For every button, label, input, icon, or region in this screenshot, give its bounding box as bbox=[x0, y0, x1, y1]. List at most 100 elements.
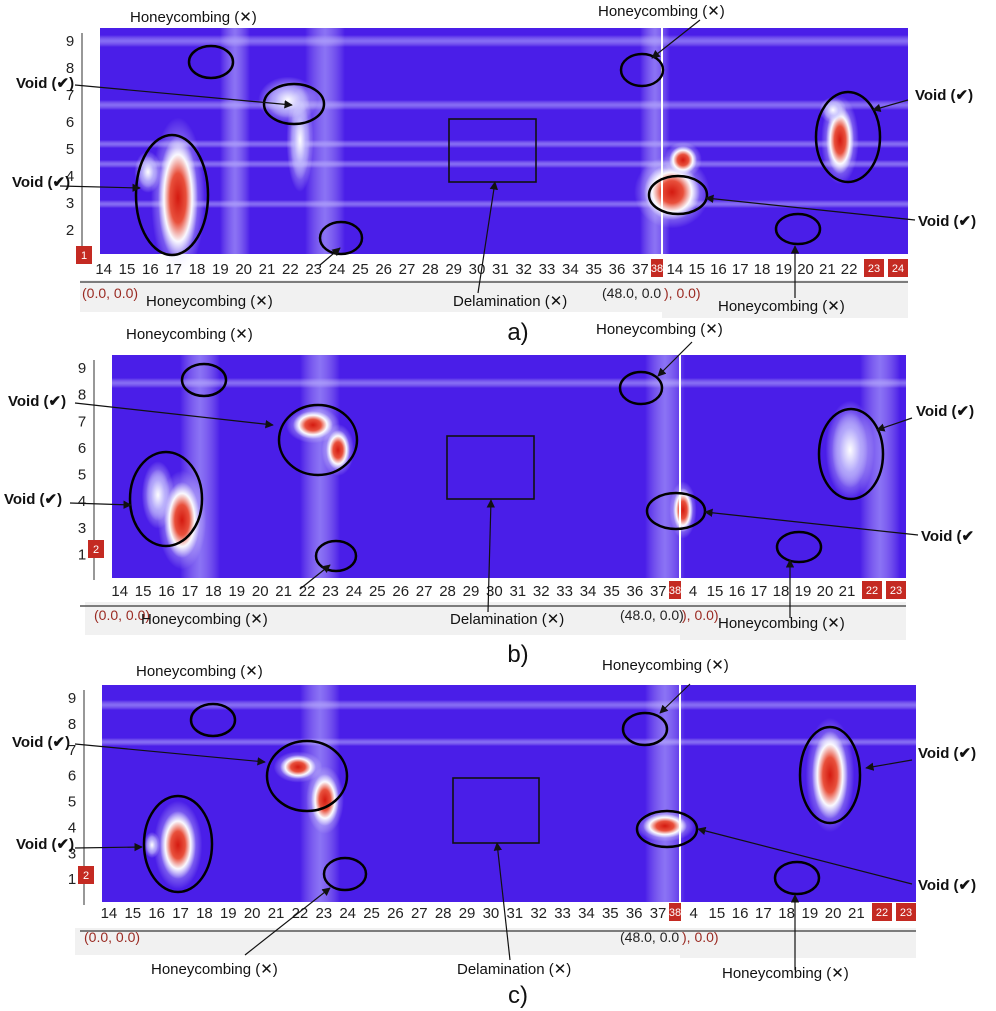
annotation-arrow bbox=[69, 500, 132, 509]
x-tick-label: 14 bbox=[667, 261, 684, 278]
axis-strip bbox=[80, 280, 662, 312]
annotation-ellipse bbox=[814, 90, 882, 184]
panel-label: c) bbox=[508, 982, 528, 1009]
end-badge bbox=[651, 259, 663, 277]
reflection-band bbox=[112, 378, 906, 388]
annotation-ellipse bbox=[128, 450, 204, 548]
annotation-label-void-left-bottom: Void (✔) bbox=[12, 174, 70, 191]
x-tick-label: 25 bbox=[352, 261, 369, 278]
x-tick-label: 21 bbox=[848, 905, 865, 922]
y-tick-label: 7 bbox=[78, 413, 86, 430]
x-tick-label: 14 bbox=[101, 905, 118, 922]
end-badge bbox=[669, 903, 681, 921]
end-badge bbox=[669, 581, 681, 599]
annotation-ellipse bbox=[187, 44, 235, 80]
end-badge bbox=[888, 259, 908, 277]
annotation-ellipse bbox=[635, 809, 699, 849]
annotation-label-void-left-top: Void (✔) bbox=[16, 75, 74, 92]
end-badge bbox=[886, 581, 906, 599]
annotation-label-void-left-top: Void (✔) bbox=[8, 393, 66, 410]
x-tick-label: 16 bbox=[710, 261, 727, 278]
section-badge bbox=[78, 866, 94, 884]
x-tick-label: 17 bbox=[172, 905, 189, 922]
end-badge-label: 24 bbox=[892, 263, 904, 275]
y-tick-label: 4 bbox=[78, 493, 86, 510]
x-tick-label: 22 bbox=[292, 905, 309, 922]
annotation-label-honey-bottom-left: Honeycombing (✕) bbox=[141, 611, 268, 628]
annotation-ellipse bbox=[773, 860, 821, 896]
y-tick-label: 1 bbox=[78, 546, 86, 563]
anomaly-blob bbox=[311, 774, 339, 826]
x-tick-label: 19 bbox=[228, 583, 245, 600]
x-tick-label: 19 bbox=[802, 905, 819, 922]
x-tick-label: 20 bbox=[825, 905, 842, 922]
anomaly-blob bbox=[326, 430, 350, 470]
x-tick-label: 33 bbox=[539, 261, 556, 278]
x-tick-label: 16 bbox=[729, 583, 746, 600]
x-tick-label: 27 bbox=[416, 583, 433, 600]
annotation-ellipse bbox=[774, 212, 822, 246]
axis-strip bbox=[662, 280, 908, 318]
end-badge-label: 23 bbox=[868, 263, 880, 275]
x-tick-label: 36 bbox=[609, 261, 626, 278]
x-tick-label: 34 bbox=[580, 583, 597, 600]
x-tick-label: 20 bbox=[235, 261, 252, 278]
annotation-label-void-right-bottom: Void (✔) bbox=[918, 877, 976, 894]
annotation-arrow bbox=[493, 842, 511, 961]
x-tick-label: 35 bbox=[603, 583, 620, 600]
split-coordinate: (48.0, 0.0) bbox=[620, 607, 684, 623]
x-tick-label: 15 bbox=[119, 261, 136, 278]
annotation-arrow bbox=[705, 194, 916, 221]
y-tick-label: 2 bbox=[66, 222, 74, 239]
end-badge-label: 38 bbox=[651, 263, 663, 275]
x-tick-label: 36 bbox=[626, 905, 643, 922]
annotation-ellipse bbox=[262, 82, 326, 126]
x-tick-label: 22 bbox=[841, 261, 858, 278]
x-tick-label: 23 bbox=[322, 583, 339, 600]
annotation-arrow bbox=[486, 499, 495, 613]
anomaly-blob bbox=[160, 811, 196, 879]
x-tick-label: 17 bbox=[755, 905, 772, 922]
split-coordinate: (48.0, 0.0 bbox=[602, 285, 661, 301]
annotation-ellipse bbox=[619, 52, 665, 88]
x-tick-label: 14 bbox=[111, 583, 128, 600]
x-tick-label: 22 bbox=[282, 261, 299, 278]
x-tick-label: 16 bbox=[148, 905, 165, 922]
x-tick-label: 17 bbox=[751, 583, 768, 600]
x-tick-label: 15 bbox=[135, 583, 152, 600]
x-tick-label: 33 bbox=[554, 905, 571, 922]
x-tick-label: 4 bbox=[689, 583, 697, 600]
annotation-label-void-right-bottom: Void (✔ bbox=[921, 528, 974, 545]
end-badge-label: 38 bbox=[669, 585, 681, 597]
end-badge-label: 22 bbox=[876, 907, 888, 919]
anomaly-blob bbox=[158, 136, 198, 260]
end-badge bbox=[872, 903, 892, 921]
x-tick-label: 15 bbox=[688, 261, 705, 278]
annotation-label-delamination: Delamination (✕) bbox=[453, 293, 567, 310]
x-tick-label: 32 bbox=[515, 261, 532, 278]
reflection-band bbox=[100, 35, 908, 47]
annotation-label-void-right-top: Void (✔) bbox=[916, 403, 974, 420]
annotation-arrow bbox=[74, 743, 266, 766]
x-tick-label: 19 bbox=[775, 261, 792, 278]
annotation-label-honey-bottom-right: Honeycombing (✕) bbox=[718, 615, 845, 632]
x-tick-label: 23 bbox=[305, 261, 322, 278]
end-badge-label: 38 bbox=[669, 907, 681, 919]
section-badge-label: 1 bbox=[81, 250, 87, 262]
anomaly-blob bbox=[138, 156, 158, 188]
annotation-ellipse bbox=[314, 539, 358, 573]
annotation-arrow bbox=[651, 19, 701, 59]
annotation-label-void-right-top: Void (✔) bbox=[918, 745, 976, 762]
annotation-ellipse bbox=[318, 220, 364, 256]
end-badge-label: 22 bbox=[866, 585, 878, 597]
x-tick-label: 36 bbox=[627, 583, 644, 600]
y-tick-label: 8 bbox=[66, 60, 74, 77]
annotation-arrow bbox=[244, 887, 331, 956]
y-tick-label: 6 bbox=[68, 768, 76, 785]
anomaly-blob bbox=[293, 411, 333, 439]
x-tick-label: 37 bbox=[650, 905, 667, 922]
annotation-arrow bbox=[74, 842, 143, 852]
x-tick-label: 33 bbox=[556, 583, 573, 600]
